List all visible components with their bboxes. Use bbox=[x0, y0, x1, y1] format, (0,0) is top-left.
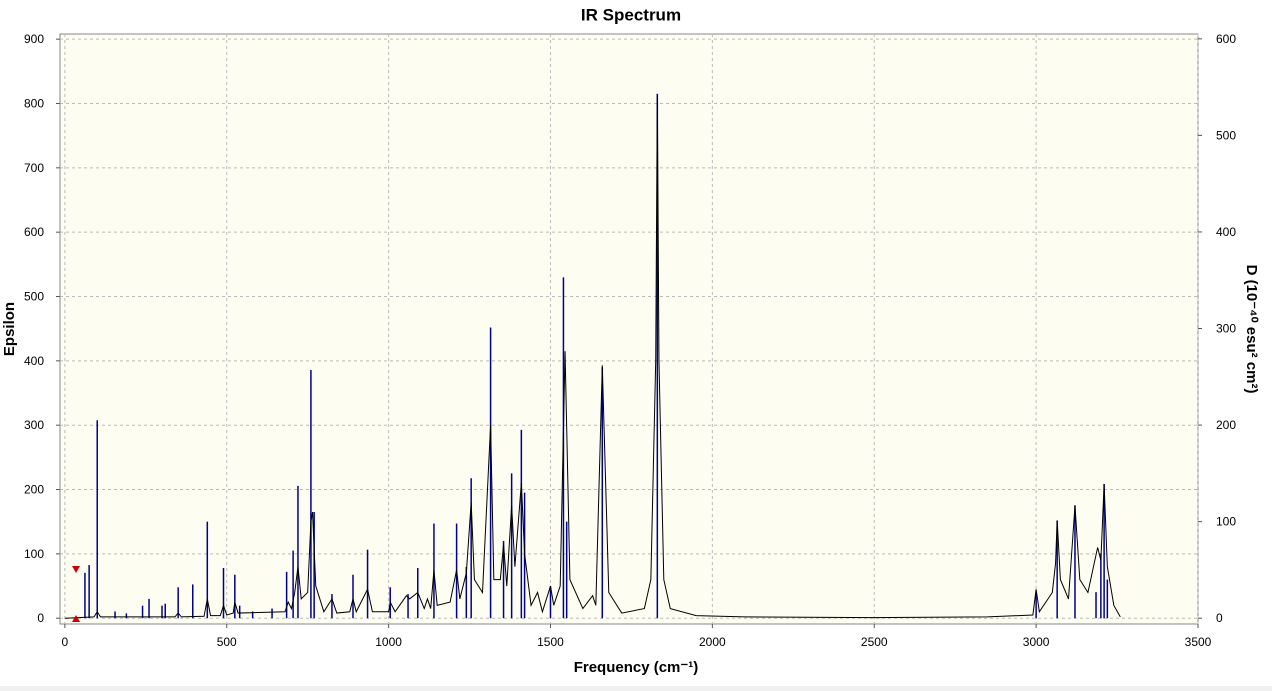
spectrum-line bbox=[64, 93, 1121, 619]
chart-title: IR Spectrum bbox=[581, 5, 681, 24]
plot-area bbox=[59, 33, 1199, 625]
y2-tick-label: 500 bbox=[1216, 128, 1236, 142]
y-tick-label: 300 bbox=[24, 418, 44, 432]
x-tick-label: 3000 bbox=[1023, 635, 1050, 649]
y-tick-label: 500 bbox=[24, 290, 44, 304]
x-axis-label: Frequency (cm⁻¹) bbox=[574, 659, 699, 676]
y-tick-label: 100 bbox=[24, 547, 44, 561]
marker-handle[interactable] bbox=[72, 615, 80, 622]
tick-labels: 0 500 1000 1500 2000 2500 3000 3500010020030040… bbox=[24, 32, 1236, 649]
y2-tick-label: 600 bbox=[1216, 32, 1236, 46]
y2-tick-label: 400 bbox=[1216, 225, 1236, 239]
x-tick-label: 2000 bbox=[699, 635, 726, 649]
x-tick-label: 0 bbox=[62, 635, 69, 649]
y-tick-label: 700 bbox=[24, 161, 44, 175]
y-tick-label: 0 bbox=[37, 611, 44, 625]
y-tick-label: 800 bbox=[24, 96, 44, 110]
y-tick-label: 400 bbox=[24, 354, 44, 368]
grid bbox=[56, 34, 1202, 628]
y2-tick-label: 200 bbox=[1216, 418, 1236, 432]
x-tick-label: 2500 bbox=[861, 635, 888, 649]
x-tick-label: 1500 bbox=[537, 635, 564, 649]
y2-tick-label: 300 bbox=[1216, 322, 1236, 336]
y2-axis-label: D (10⁻⁴⁰ esu² cm²) bbox=[1243, 265, 1260, 394]
y2-tick-label: 100 bbox=[1216, 515, 1236, 529]
x-tick-label: 3500 bbox=[1185, 635, 1212, 649]
marker-handle[interactable] bbox=[72, 566, 80, 573]
y2-tick-label: 0 bbox=[1216, 611, 1223, 625]
y-axis-label: Epsilon bbox=[1, 302, 18, 356]
y-tick-label: 200 bbox=[24, 483, 44, 497]
y-tick-label: 900 bbox=[24, 32, 44, 46]
x-tick-label: 1000 bbox=[375, 635, 402, 649]
y-tick-label: 600 bbox=[24, 225, 44, 239]
x-tick-label: 500 bbox=[217, 635, 237, 649]
marks bbox=[64, 93, 1121, 619]
